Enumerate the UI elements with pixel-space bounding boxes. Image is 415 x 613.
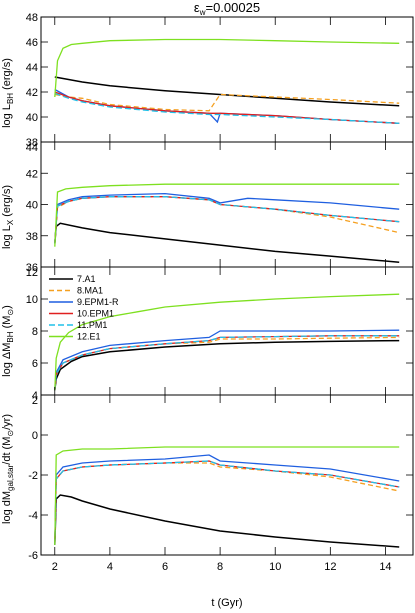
series-line-1-0 xyxy=(54,222,400,264)
y-tick-label-3-1: -4 xyxy=(28,510,38,522)
series-line-3-0 xyxy=(54,494,400,548)
series-line-2-5 xyxy=(54,293,400,391)
y-tick-label-1-3: 42 xyxy=(26,168,38,180)
series-line-3-2 xyxy=(54,454,400,546)
series-line-0-5 xyxy=(54,38,400,98)
y-tick-label-3-4: 2 xyxy=(32,395,38,407)
legend-label-0: 7.A1 xyxy=(77,274,96,284)
y-axis-label-1: log LX (erg/s) xyxy=(1,185,15,249)
y-tick-label-0-1: 40 xyxy=(26,112,38,124)
x-tick-label-1: 4 xyxy=(107,561,113,573)
series-line-2-0 xyxy=(54,339,400,391)
series-line-2-1 xyxy=(54,336,400,391)
svg-text:log ΔMBH (M⊙): log ΔMBH (M⊙) xyxy=(1,305,15,377)
y-tick-label-3-0: -6 xyxy=(28,550,38,562)
y-tick-label-2-2: 8 xyxy=(32,326,38,338)
x-tick-label-5: 12 xyxy=(324,561,336,573)
y-tick-label-2-4: 12 xyxy=(26,267,38,279)
series-line-0-0 xyxy=(54,76,400,107)
y-tick-label-1-2: 40 xyxy=(26,200,38,212)
figure-title: εw=0.00025 xyxy=(194,0,260,17)
legend-label-5: 12.E1 xyxy=(77,332,101,342)
series-line-1-2 xyxy=(54,192,400,244)
y-axis-label-2: log ΔMBH (M⊙) xyxy=(1,305,15,377)
x-tick-label-4: 10 xyxy=(269,561,281,573)
y-tick-label-0-3: 44 xyxy=(26,62,38,74)
panel-bh-luminosity: 38 40 42 44 46 48 xyxy=(26,12,414,149)
series-line-1-1 xyxy=(54,196,400,244)
y-tick-label-2-1: 6 xyxy=(32,358,38,370)
legend-label-4: 11.PM1 xyxy=(77,320,107,330)
series-line-3-4 xyxy=(54,460,400,546)
svg-text:log LBH (erg/s): log LBH (erg/s) xyxy=(1,58,15,128)
y-tick-label-3-3: 0 xyxy=(32,430,38,442)
y-tick-label-3-2: -2 xyxy=(28,470,38,482)
series-line-0-1 xyxy=(54,93,400,112)
legend-label-3: 10.EPM1 xyxy=(77,309,114,319)
series-line-0-3 xyxy=(54,91,400,124)
series-line-0-4 xyxy=(54,92,400,124)
panel-star-formation-rate: -6 -4 -2 0 2 xyxy=(28,394,414,562)
legend-label-2: 9.EPM1-R xyxy=(77,297,119,307)
y-tick-label-1-4: 44 xyxy=(26,142,38,154)
svg-text:log LX (erg/s): log LX (erg/s) xyxy=(1,185,15,249)
x-tick-label-2: 6 xyxy=(162,561,168,573)
series-line-1-4 xyxy=(54,196,400,244)
x-axis-label: t (Gyr) xyxy=(211,597,242,609)
series-line-1-5 xyxy=(54,183,400,247)
y-tick-label-0-5: 48 xyxy=(26,12,38,24)
y-axis-label-0: log LBH (erg/s) xyxy=(1,58,15,128)
y-tick-label-0-4: 46 xyxy=(26,37,38,49)
x-tick-label-6: 14 xyxy=(379,561,391,573)
legend-label-1: 8.MA1 xyxy=(77,286,103,296)
series-line-1-3 xyxy=(54,196,400,244)
y-tick-label-1-0: 36 xyxy=(26,262,38,274)
panel-frame-0 xyxy=(40,16,414,143)
y-tick-label-2-3: 10 xyxy=(26,294,38,306)
series-line-2-2 xyxy=(54,329,400,391)
x-tick-label-0: 2 xyxy=(52,561,58,573)
series-line-2-4 xyxy=(54,335,400,391)
series-line-3-5 xyxy=(54,446,400,546)
svg-text:log dMgal,star/dt (M⊙/yr): log dMgal,star/dt (M⊙/yr) xyxy=(1,414,15,524)
x-tick-label-3: 8 xyxy=(217,561,223,573)
panel-x-ray-luminosity: 36 38 40 42 44 xyxy=(26,141,414,274)
y-tick-label-0-0: 38 xyxy=(26,137,38,149)
y-axis-label-3: log dMgal,star/dt (M⊙/yr) xyxy=(1,414,15,524)
y-tick-label-2-0: 4 xyxy=(32,390,38,402)
y-tick-label-1-1: 38 xyxy=(26,231,38,243)
series-line-3-1 xyxy=(54,462,400,546)
y-tick-label-0-2: 42 xyxy=(26,87,38,99)
